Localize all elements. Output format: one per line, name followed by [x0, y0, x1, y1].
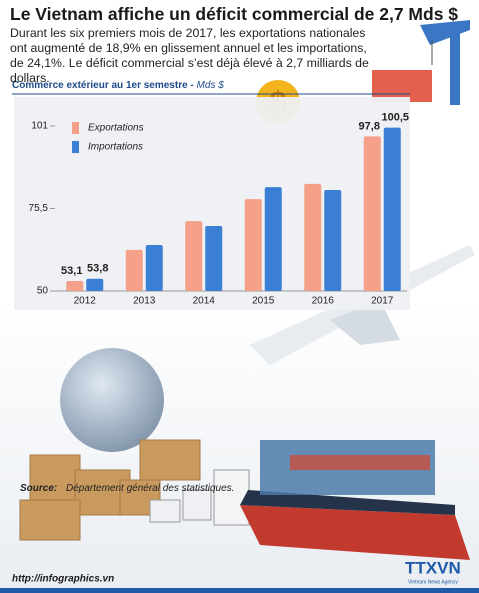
source: Source: Département général des statisti…: [20, 483, 234, 494]
x-tick-label: 2012: [74, 296, 97, 307]
crane: [372, 20, 470, 105]
value-label: 53,1: [61, 265, 82, 277]
footer-bar: [0, 588, 479, 593]
bar: [304, 183, 322, 291]
bar: [125, 249, 143, 291]
boxes: [19, 439, 201, 541]
chart-title: Commerce extérieur au 1er semestre - Mds…: [12, 80, 224, 91]
logo: TTXVN: [405, 558, 461, 577]
legend-label: Importations: [88, 142, 143, 153]
ship: [240, 440, 470, 560]
url: http://infographics.vn: [12, 574, 114, 585]
intro: Durant les six premiers mois de 2017, le…: [10, 26, 369, 85]
x-tick-label: 2014: [193, 296, 216, 307]
x-tick-label: 2016: [312, 296, 335, 307]
bar: [145, 245, 163, 291]
y-tick-label: 50: [37, 286, 49, 297]
value-label: 100,5: [381, 112, 409, 124]
bar: [244, 199, 262, 291]
y-tick-label: 75,5: [29, 203, 49, 214]
chart-title-text: Commerce extérieur au 1er semestre -: [12, 80, 194, 91]
bar: [363, 136, 381, 291]
legend-label: Exportations: [88, 123, 144, 134]
bar: [324, 190, 342, 291]
value-label: 97,8: [359, 120, 380, 132]
x-tick-label: 2015: [252, 296, 275, 307]
x-tick-label: 2013: [133, 296, 156, 307]
bar: [86, 278, 104, 291]
bar: [66, 280, 84, 291]
chart-unit: Mds $: [197, 80, 225, 91]
trucks: [149, 469, 250, 526]
bar: [383, 127, 401, 291]
bar: [185, 221, 203, 291]
source-label: Source:: [20, 483, 57, 494]
source-text: Département général des statistiques.: [66, 483, 234, 494]
x-tick-label: 2017: [371, 296, 394, 307]
y-tick-label: 101: [31, 121, 48, 132]
logo-sub: Vietnam News Agency: [408, 579, 458, 585]
legend-swatch: [72, 141, 79, 153]
value-label: 53,8: [87, 263, 108, 275]
legend-swatch: [72, 122, 79, 134]
title: Le Vietnam affiche un déficit commercial…: [10, 4, 459, 24]
bar: [205, 225, 223, 291]
bar: [264, 187, 282, 291]
globe: [60, 348, 164, 452]
